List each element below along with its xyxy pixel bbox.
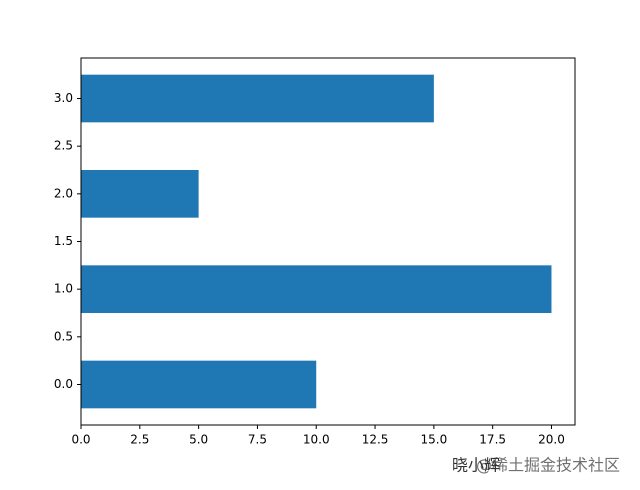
y-tick-label: 0.5	[54, 329, 73, 343]
x-tick-label: 12.5	[362, 433, 389, 447]
watermark: @稀土掘金技术社区	[476, 456, 620, 475]
y-tick-label: 3.0	[54, 91, 73, 105]
x-tick-label: 20.0	[538, 433, 565, 447]
bar	[81, 265, 552, 313]
bar	[81, 74, 434, 123]
y-tick-label: 2.0	[54, 186, 73, 200]
plot-area: 0.0 2.5 5.0 7.5 10.0 12.5 15.0 17.5 20.0 0.0 0.5 1.…	[54, 74, 565, 447]
x-tick-label: 7.5	[248, 433, 267, 447]
bar	[81, 360, 317, 409]
x-tick-label: 5.0	[189, 433, 208, 447]
y-tick-label: 1.5	[54, 234, 73, 248]
y-tick-label: 0.0	[54, 377, 73, 391]
x-tick-label: 17.5	[479, 433, 506, 447]
bar	[81, 170, 199, 218]
axes-frame	[80, 57, 576, 426]
x-tick-label: 0.0	[71, 433, 90, 447]
x-tick-label: 10.0	[303, 433, 330, 447]
y-tick-label: 2.5	[54, 139, 73, 153]
x-tick-label: 15.0	[420, 433, 447, 447]
watermark: 晓小辉	[452, 456, 500, 475]
y-tick-label: 1.0	[54, 282, 73, 296]
x-tick-label: 2.5	[130, 433, 149, 447]
